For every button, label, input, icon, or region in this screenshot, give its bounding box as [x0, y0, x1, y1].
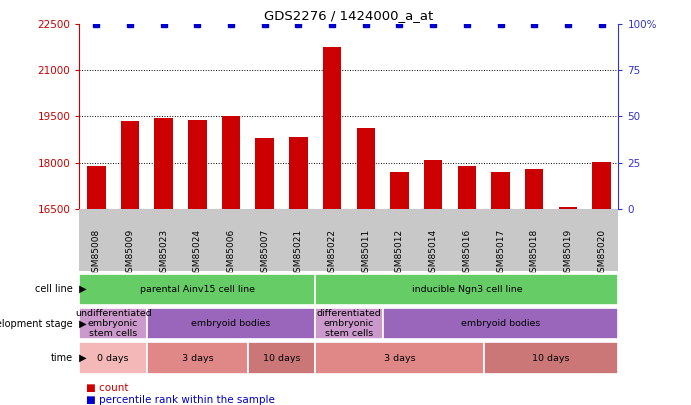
Bar — [87, 166, 106, 209]
Bar — [315, 342, 484, 374]
Bar — [79, 273, 315, 305]
Text: development stage: development stage — [0, 319, 73, 328]
Bar — [79, 342, 146, 374]
Text: ▶: ▶ — [76, 353, 86, 363]
Text: 10 days: 10 days — [532, 354, 570, 362]
Text: embryoid bodies: embryoid bodies — [191, 319, 271, 328]
Text: differentiated
embryonic
stem cells: differentiated embryonic stem cells — [316, 309, 381, 339]
Bar — [592, 162, 611, 209]
Bar — [383, 308, 618, 339]
Text: 0 days: 0 days — [97, 354, 129, 362]
Text: 10 days: 10 days — [263, 354, 301, 362]
Text: inducible Ngn3 cell line: inducible Ngn3 cell line — [412, 285, 522, 294]
Bar — [289, 137, 307, 209]
Text: undifferentiated
embryonic
stem cells: undifferentiated embryonic stem cells — [75, 309, 151, 339]
Bar — [424, 160, 442, 209]
Bar — [248, 342, 315, 374]
Bar — [146, 342, 248, 374]
Bar — [154, 118, 173, 209]
Text: ■ count: ■ count — [86, 383, 129, 392]
Bar — [491, 173, 510, 209]
Text: cell line: cell line — [35, 284, 73, 294]
Bar — [188, 119, 207, 209]
Text: parental Ainv15 cell line: parental Ainv15 cell line — [140, 285, 255, 294]
Bar — [390, 172, 409, 209]
Bar — [558, 207, 577, 209]
Text: ▶: ▶ — [76, 319, 86, 328]
Bar — [315, 273, 618, 305]
Bar — [457, 166, 476, 209]
Bar — [357, 128, 375, 209]
Bar — [146, 308, 315, 339]
Text: ■ percentile rank within the sample: ■ percentile rank within the sample — [86, 395, 275, 405]
Text: embryoid bodies: embryoid bodies — [461, 319, 540, 328]
Bar — [484, 342, 618, 374]
Bar — [79, 308, 146, 339]
Bar — [315, 308, 383, 339]
Bar — [222, 115, 240, 209]
Title: GDS2276 / 1424000_a_at: GDS2276 / 1424000_a_at — [265, 9, 433, 22]
Bar — [256, 138, 274, 209]
Bar — [121, 121, 140, 209]
Bar — [525, 169, 544, 209]
Text: ▶: ▶ — [76, 284, 86, 294]
Text: 3 days: 3 days — [384, 354, 415, 362]
Text: time: time — [50, 353, 73, 363]
Bar — [323, 47, 341, 209]
Text: 3 days: 3 days — [182, 354, 214, 362]
